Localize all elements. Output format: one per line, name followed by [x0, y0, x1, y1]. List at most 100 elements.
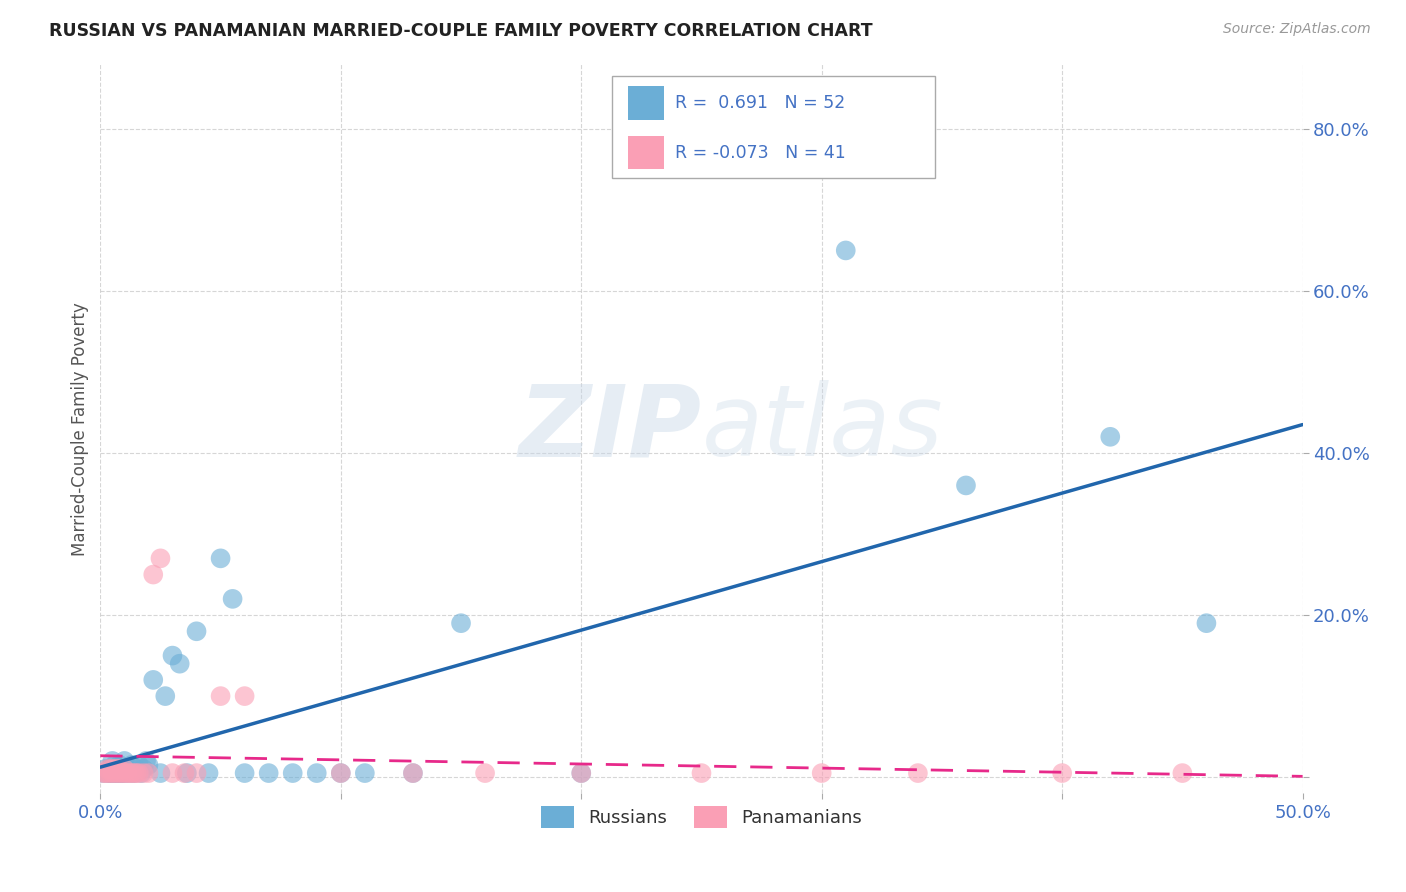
Point	[569, 766, 592, 780]
Point	[135, 754, 157, 768]
Point	[98, 762, 121, 776]
Point	[115, 766, 138, 780]
Point	[112, 766, 135, 780]
Point	[402, 766, 425, 780]
Point	[169, 657, 191, 671]
Point	[138, 766, 160, 780]
Point	[142, 673, 165, 687]
Text: R =  0.691   N = 52: R = 0.691 N = 52	[675, 94, 845, 112]
Point	[955, 478, 977, 492]
Point	[186, 624, 208, 639]
Point	[142, 567, 165, 582]
Point	[162, 648, 184, 663]
Point	[233, 766, 256, 780]
Point	[98, 762, 121, 776]
Point	[329, 766, 352, 780]
Point	[209, 689, 232, 703]
Point	[257, 766, 280, 780]
Point	[101, 766, 124, 780]
Text: R = -0.073   N = 41: R = -0.073 N = 41	[675, 144, 845, 161]
Point	[105, 766, 128, 780]
Point	[402, 766, 425, 780]
Point	[835, 244, 858, 258]
Point	[108, 766, 131, 780]
Text: atlas: atlas	[702, 380, 943, 477]
Point	[91, 766, 114, 780]
Legend: Russians, Panamanians: Russians, Panamanians	[534, 799, 869, 836]
Point	[105, 766, 128, 780]
Point	[128, 766, 150, 780]
Point	[129, 766, 152, 780]
Point	[450, 616, 472, 631]
Point	[108, 762, 131, 776]
Text: Source: ZipAtlas.com: Source: ZipAtlas.com	[1223, 22, 1371, 37]
Point	[1050, 766, 1073, 780]
Point	[233, 689, 256, 703]
Point	[173, 766, 195, 780]
Y-axis label: Married-Couple Family Poverty: Married-Couple Family Poverty	[72, 301, 89, 556]
Point	[108, 758, 131, 772]
Point	[474, 766, 496, 780]
Point	[305, 766, 328, 780]
Text: RUSSIAN VS PANAMANIAN MARRIED-COUPLE FAMILY POVERTY CORRELATION CHART: RUSSIAN VS PANAMANIAN MARRIED-COUPLE FAM…	[49, 22, 873, 40]
Point	[121, 758, 143, 772]
Point	[101, 762, 124, 776]
Point	[125, 762, 148, 776]
Point	[108, 766, 131, 780]
Point	[209, 551, 232, 566]
Point	[91, 766, 114, 780]
Point	[97, 766, 120, 780]
Point	[1099, 430, 1122, 444]
Point	[101, 766, 124, 780]
Point	[176, 766, 198, 780]
Point	[1195, 616, 1218, 631]
Point	[121, 762, 143, 776]
Text: ZIP: ZIP	[519, 380, 702, 477]
Point	[97, 762, 120, 776]
Point	[94, 762, 117, 776]
Point	[112, 762, 135, 776]
Point	[111, 762, 134, 776]
Point	[111, 766, 134, 780]
Point	[104, 766, 127, 780]
Point	[221, 591, 243, 606]
Point	[810, 766, 832, 780]
Point	[128, 758, 150, 772]
Point	[1171, 766, 1194, 780]
Point	[149, 551, 172, 566]
Point	[111, 766, 134, 780]
Point	[98, 766, 121, 780]
Point	[197, 766, 219, 780]
Point	[101, 754, 124, 768]
Point	[569, 766, 592, 780]
Point	[186, 766, 208, 780]
Point	[281, 766, 304, 780]
Point	[104, 758, 127, 772]
Point	[104, 762, 127, 776]
Point	[907, 766, 929, 780]
Point	[149, 766, 172, 780]
Point	[115, 762, 138, 776]
Point	[104, 766, 127, 780]
Point	[132, 766, 155, 780]
Point	[138, 758, 160, 772]
Point	[125, 766, 148, 780]
Point	[122, 766, 145, 780]
Point	[112, 766, 135, 780]
Point	[162, 766, 184, 780]
Point	[112, 754, 135, 768]
Point	[118, 766, 141, 780]
Point	[353, 766, 375, 780]
Point	[118, 766, 141, 780]
Point	[101, 762, 124, 776]
Point	[121, 766, 143, 780]
Point	[132, 762, 155, 776]
Point	[155, 689, 177, 703]
Point	[690, 766, 713, 780]
Point	[105, 762, 128, 776]
Point	[122, 766, 145, 780]
Point	[94, 766, 117, 780]
Point	[97, 766, 120, 780]
Point	[98, 766, 121, 780]
Point	[105, 762, 128, 776]
